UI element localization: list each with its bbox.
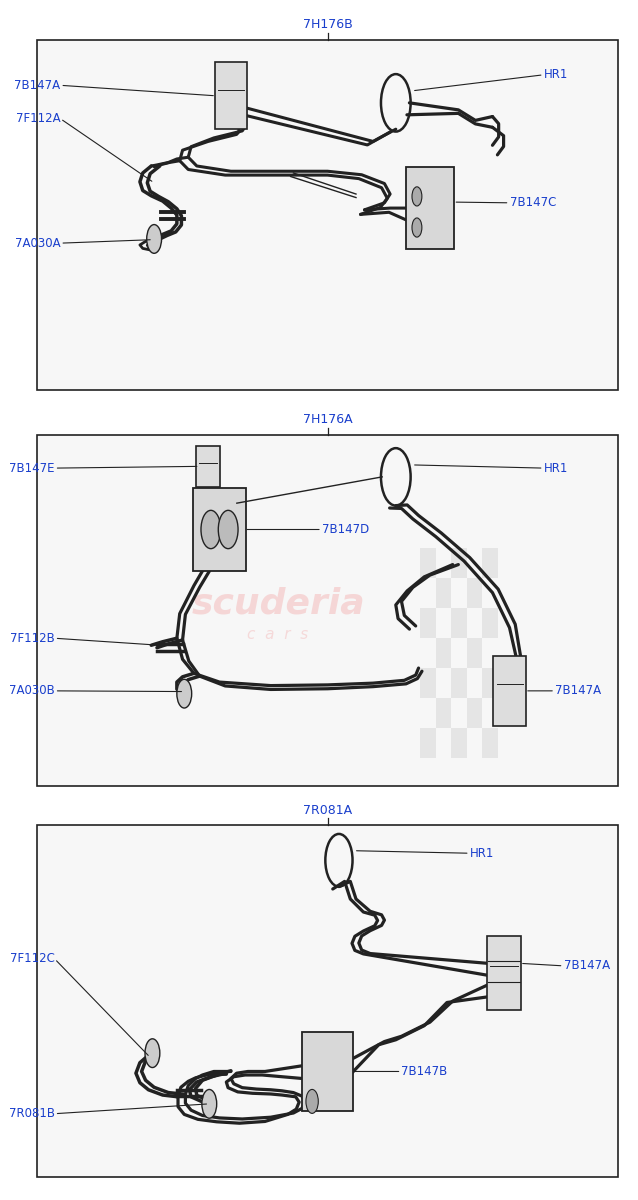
Bar bbox=[451, 608, 466, 637]
Text: 7F112C: 7F112C bbox=[10, 953, 55, 965]
Text: 7H176B: 7H176B bbox=[302, 18, 352, 31]
Bar bbox=[482, 667, 498, 697]
Text: c  a  r  s: c a r s bbox=[248, 628, 309, 642]
Text: 7A030A: 7A030A bbox=[15, 236, 61, 250]
Circle shape bbox=[306, 1090, 318, 1114]
FancyBboxPatch shape bbox=[406, 167, 454, 250]
Text: 7B147B: 7B147B bbox=[401, 1064, 448, 1078]
Bar bbox=[482, 727, 498, 757]
Text: 7B147A: 7B147A bbox=[563, 959, 610, 972]
Bar bbox=[420, 548, 436, 578]
Text: 7R081A: 7R081A bbox=[303, 804, 352, 817]
Circle shape bbox=[412, 187, 422, 206]
Bar bbox=[482, 548, 498, 578]
Text: 7F112A: 7F112A bbox=[16, 112, 61, 125]
FancyBboxPatch shape bbox=[493, 655, 526, 726]
Bar bbox=[466, 637, 482, 667]
Bar bbox=[451, 548, 466, 578]
FancyBboxPatch shape bbox=[302, 1032, 353, 1111]
FancyBboxPatch shape bbox=[37, 434, 618, 786]
FancyBboxPatch shape bbox=[196, 446, 220, 487]
Circle shape bbox=[202, 1090, 217, 1118]
Text: HR1: HR1 bbox=[544, 462, 568, 475]
Bar bbox=[420, 608, 436, 637]
Bar bbox=[436, 578, 451, 608]
Text: 7B147E: 7B147E bbox=[9, 462, 55, 475]
Bar bbox=[451, 667, 466, 697]
Text: 7H176A: 7H176A bbox=[303, 414, 352, 426]
FancyBboxPatch shape bbox=[37, 826, 618, 1177]
Circle shape bbox=[201, 510, 221, 548]
FancyBboxPatch shape bbox=[487, 936, 521, 1010]
FancyBboxPatch shape bbox=[215, 62, 247, 130]
Bar bbox=[482, 608, 498, 637]
Text: 7B147D: 7B147D bbox=[322, 523, 369, 536]
Text: 7B147A: 7B147A bbox=[555, 684, 601, 697]
Text: HR1: HR1 bbox=[470, 847, 494, 859]
Circle shape bbox=[412, 218, 422, 238]
Text: 7B147C: 7B147C bbox=[510, 197, 556, 209]
Bar bbox=[451, 727, 466, 757]
Text: 7B147A: 7B147A bbox=[14, 79, 61, 92]
FancyBboxPatch shape bbox=[193, 487, 246, 571]
Bar bbox=[436, 697, 451, 727]
Bar bbox=[420, 667, 436, 697]
Bar bbox=[420, 727, 436, 757]
FancyBboxPatch shape bbox=[37, 40, 618, 390]
Text: 7F112B: 7F112B bbox=[10, 631, 55, 644]
Circle shape bbox=[177, 679, 191, 708]
Text: HR1: HR1 bbox=[544, 68, 568, 82]
Circle shape bbox=[145, 1039, 160, 1068]
Circle shape bbox=[218, 510, 238, 548]
Bar bbox=[466, 697, 482, 727]
Text: 7A030B: 7A030B bbox=[9, 684, 55, 697]
Text: 7R081B: 7R081B bbox=[8, 1108, 55, 1121]
Text: scuderia: scuderia bbox=[191, 586, 365, 620]
Bar bbox=[466, 578, 482, 608]
Bar bbox=[436, 637, 451, 667]
Circle shape bbox=[147, 224, 161, 253]
